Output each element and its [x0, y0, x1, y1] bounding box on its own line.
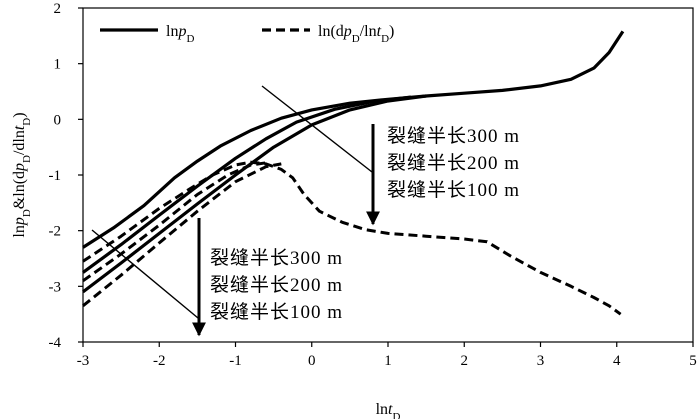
axes-layer: -3 -2 -1 0 1 2 3 4 5 2 1 0 -1 -2 -3 -4 lntD lnpD&ln(dpD/d… — [11, 1, 697, 419]
annotation-upper-3: 裂缝半长100 m — [387, 179, 520, 201]
x-tick-label: 4 — [613, 353, 621, 369]
annotation-upper-2: 裂缝半长200 m — [387, 152, 520, 174]
y-tick-label: 1 — [54, 57, 62, 73]
y-tick-label: -2 — [49, 224, 62, 240]
y-tick-label: 0 — [54, 112, 62, 128]
x-axis-title: lntD — [376, 401, 401, 419]
x-tick-label: 0 — [308, 353, 316, 369]
pressure-curve-300m — [82, 30, 625, 249]
y-tick-label: -4 — [49, 335, 62, 351]
x-tick-label: -2 — [153, 353, 166, 369]
annotation-layer: 裂缝半长300 m 裂缝半长200 m 裂缝半长100 m 裂缝半长300 m 裂缝半长… — [91, 85, 520, 337]
annotation-upper-1: 裂缝半长300 m — [387, 125, 520, 147]
trend-line-upper — [261, 85, 373, 173]
trend-line-lower — [91, 229, 199, 319]
pressure-curve-200m — [82, 95, 412, 274]
x-tick-label: 5 — [689, 353, 697, 369]
x-tick-label: 2 — [461, 353, 469, 369]
legend-label-1: lnpD — [166, 23, 194, 45]
annotation-lower-3: 裂缝半长100 m — [210, 301, 343, 323]
x-tick-label: 1 — [384, 353, 392, 369]
series-layer — [82, 30, 625, 316]
pressure-curve-100m — [82, 94, 427, 294]
y-axis-title: lnpD&ln(dpD/dlntD) — [11, 112, 33, 237]
legend-label-2: ln(dpD/lntD) — [318, 23, 394, 45]
y-tick-label: 2 — [54, 1, 62, 17]
derivative-curve-100m — [82, 162, 282, 307]
legend: lnpD ln(dpD/lntD) — [100, 23, 394, 45]
derivative-curve-300m — [82, 160, 622, 316]
x-tick-label: -1 — [229, 353, 242, 369]
x-tick-label: 3 — [537, 353, 545, 369]
annotation-lower-1: 裂缝半长300 m — [210, 247, 343, 269]
annotation-lower-2: 裂缝半长200 m — [210, 274, 343, 296]
x-tick-label: -3 — [77, 353, 90, 369]
y-tick-label: -3 — [49, 279, 62, 295]
y-tick-label: -1 — [49, 168, 62, 184]
